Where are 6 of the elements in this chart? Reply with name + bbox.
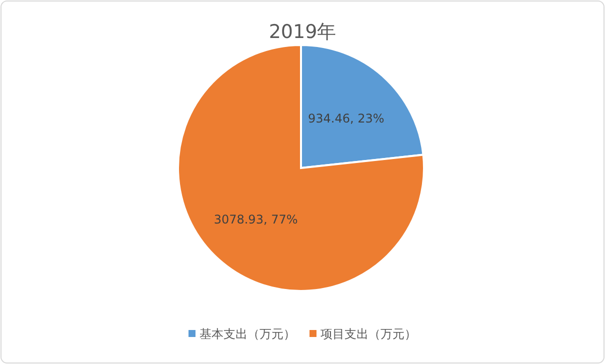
legend-label: 项目支出（万元） bbox=[320, 327, 416, 341]
pie-slice bbox=[177, 44, 425, 292]
data-label: 3078.93, 77% bbox=[214, 212, 298, 226]
data-label: 934.46, 23% bbox=[308, 112, 384, 126]
chart-title: 2019年 bbox=[268, 21, 336, 43]
legend-label: 基本支出（万元） bbox=[200, 327, 296, 341]
